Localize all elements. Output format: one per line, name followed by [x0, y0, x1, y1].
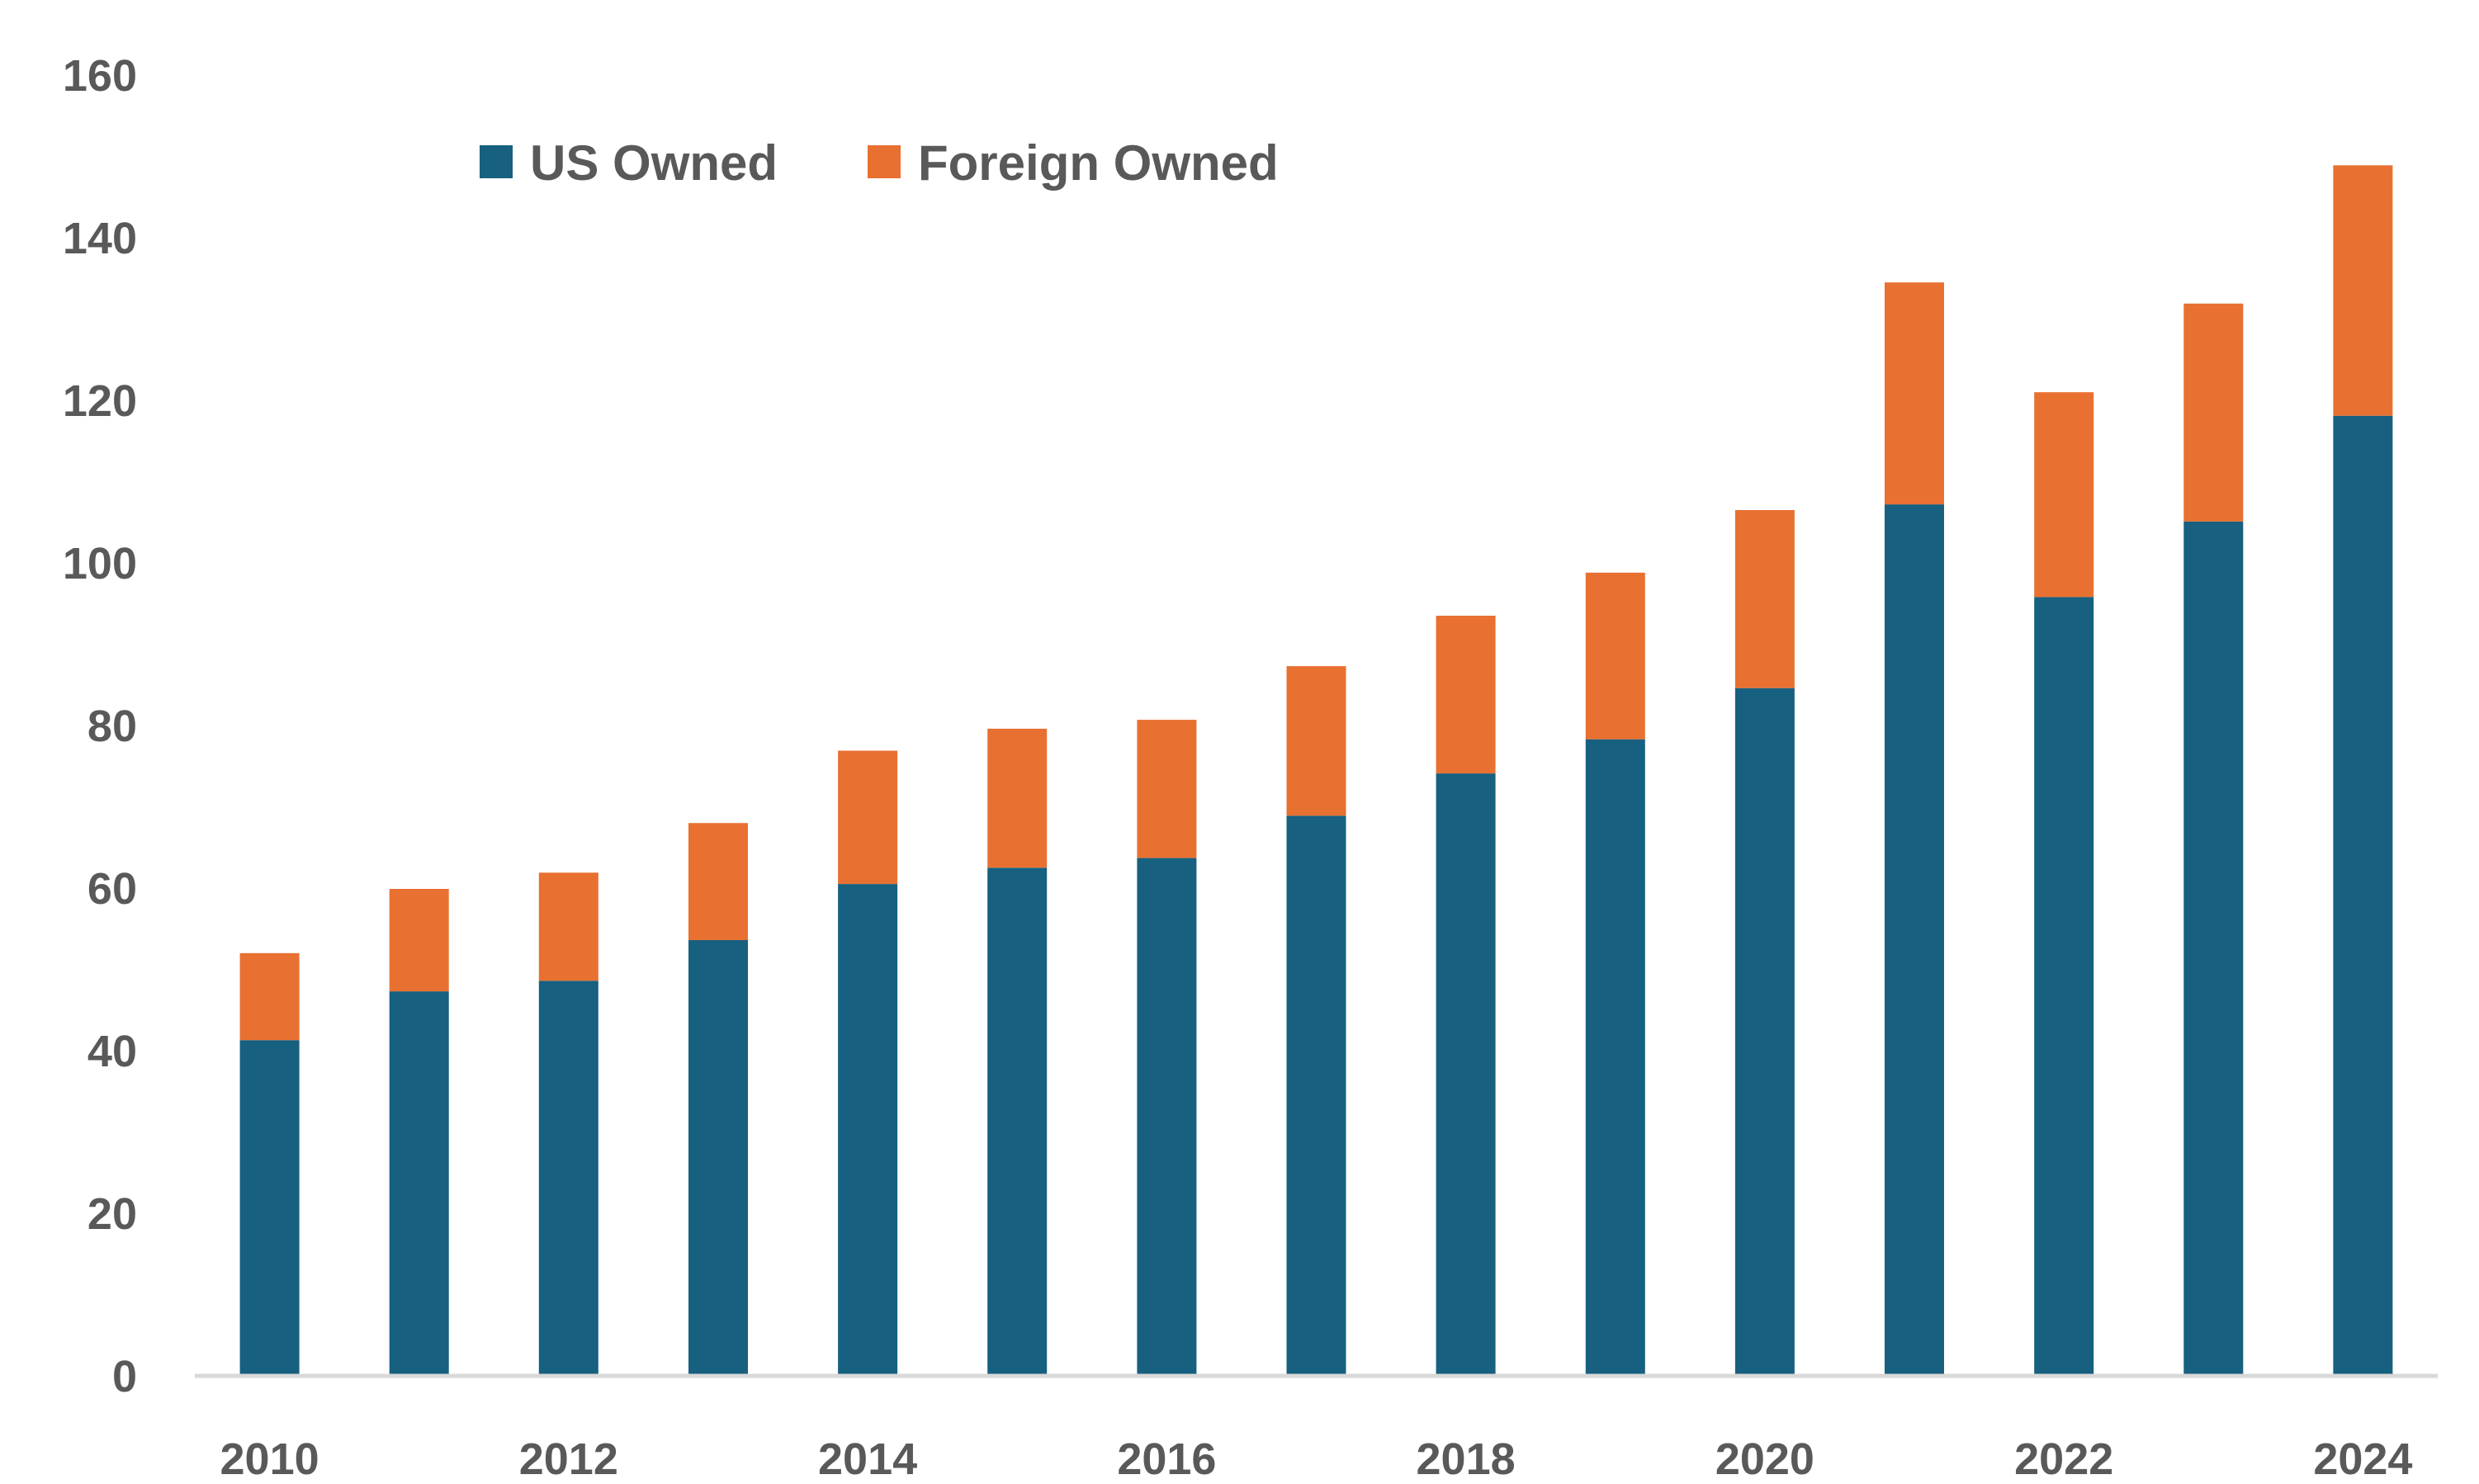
x-tick-label-2010: 2010 — [220, 1434, 319, 1484]
y-tick-label-100: 100 — [63, 539, 137, 588]
y-tick-label-40: 40 — [88, 1027, 137, 1076]
x-tick-label-2022: 2022 — [2014, 1434, 2113, 1484]
bar-us-owned-2013 — [688, 940, 748, 1376]
bar-us-owned-2017 — [1286, 815, 1346, 1376]
x-tick-label-2016: 2016 — [1117, 1434, 1216, 1484]
y-tick-label-80: 80 — [88, 702, 137, 751]
legend: US Owned Foreign Owned — [480, 135, 1279, 191]
legend-label-foreign-owned: Foreign Owned — [918, 135, 1279, 191]
bar-foreign-owned-2013 — [688, 823, 748, 940]
bar-us-owned-2012 — [538, 981, 598, 1376]
bar-us-owned-2015 — [987, 867, 1048, 1376]
y-tick-label-160: 160 — [63, 51, 137, 101]
bar-us-owned-2024 — [2333, 415, 2393, 1377]
legend-label-us-owned: US Owned — [530, 135, 778, 191]
x-axis-tick-labels: 2010 2012 2014 2016 2018 2020 2022 2024 — [220, 1434, 2413, 1484]
bar-foreign-owned-2014 — [838, 750, 898, 884]
y-tick-label-140: 140 — [63, 214, 137, 263]
bar-us-owned-2022 — [2034, 597, 2094, 1376]
y-tick-label-120: 120 — [63, 376, 137, 426]
bar-us-owned-2019 — [1585, 739, 1645, 1376]
bar-foreign-owned-2010 — [239, 952, 300, 1041]
x-tick-label-2014: 2014 — [818, 1434, 917, 1484]
bar-us-owned-2020 — [1734, 688, 1795, 1376]
bar-foreign-owned-2021 — [1885, 282, 1944, 505]
bar-us-owned-2010 — [239, 1040, 300, 1376]
bar-foreign-owned-2022 — [2034, 392, 2094, 598]
bar-foreign-owned-2019 — [1585, 572, 1645, 740]
x-tick-label-2024: 2024 — [2313, 1434, 2412, 1484]
bar-us-owned-2023 — [2183, 521, 2244, 1376]
bar-foreign-owned-2020 — [1734, 510, 1795, 688]
x-tick-label-2018: 2018 — [1417, 1434, 1516, 1484]
y-tick-label-60: 60 — [88, 864, 137, 914]
bar-foreign-owned-2011 — [389, 889, 449, 992]
bars-layer — [239, 165, 2393, 1377]
y-axis-tick-labels: 0 20 40 60 80 100 120 140 160 — [63, 51, 137, 1401]
bar-foreign-owned-2017 — [1286, 666, 1346, 816]
x-tick-label-2012: 2012 — [519, 1434, 618, 1484]
y-tick-label-20: 20 — [88, 1189, 137, 1239]
bar-foreign-owned-2015 — [987, 728, 1048, 868]
bar-foreign-owned-2024 — [2333, 165, 2393, 416]
legend-swatch-us-owned — [480, 145, 513, 178]
bar-us-owned-2018 — [1436, 773, 1496, 1376]
y-tick-label-0: 0 — [112, 1352, 137, 1401]
x-tick-label-2020: 2020 — [1715, 1434, 1814, 1484]
bar-foreign-owned-2016 — [1137, 720, 1197, 858]
bar-us-owned-2016 — [1137, 858, 1197, 1376]
bar-us-owned-2011 — [389, 991, 449, 1376]
legend-swatch-foreign-owned — [868, 145, 901, 178]
bar-foreign-owned-2012 — [538, 872, 598, 981]
bar-us-owned-2014 — [838, 884, 898, 1376]
bar-foreign-owned-2018 — [1436, 616, 1496, 774]
bar-us-owned-2021 — [1885, 504, 1944, 1376]
bar-foreign-owned-2023 — [2183, 303, 2244, 522]
